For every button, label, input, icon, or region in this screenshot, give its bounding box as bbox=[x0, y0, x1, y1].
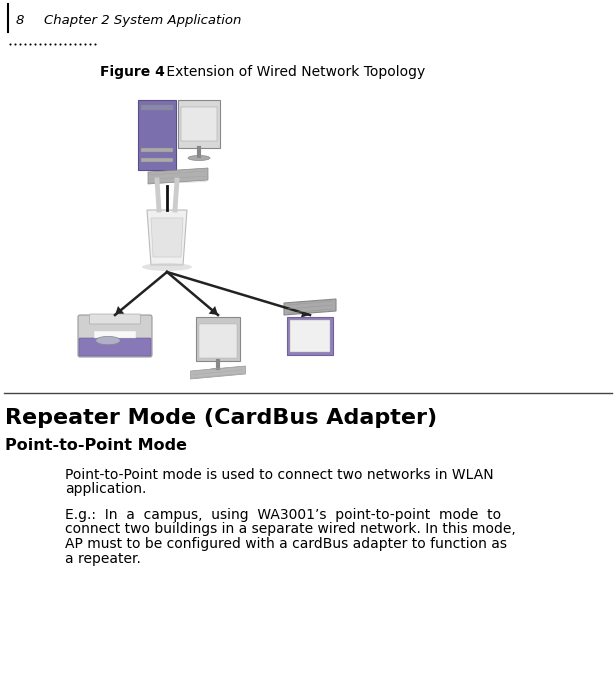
Bar bbox=[141, 105, 173, 110]
Polygon shape bbox=[190, 366, 246, 379]
Text: Extension of Wired Network Topology: Extension of Wired Network Topology bbox=[162, 65, 425, 79]
Polygon shape bbox=[148, 168, 208, 184]
FancyBboxPatch shape bbox=[78, 315, 152, 357]
FancyBboxPatch shape bbox=[138, 100, 176, 170]
Polygon shape bbox=[209, 306, 218, 315]
Polygon shape bbox=[284, 299, 336, 315]
Bar bbox=[199, 324, 237, 358]
Ellipse shape bbox=[188, 156, 210, 161]
Bar bbox=[290, 320, 330, 352]
Text: AP must to be configured with a cardBus adapter to function as: AP must to be configured with a cardBus … bbox=[65, 537, 507, 551]
Polygon shape bbox=[301, 308, 310, 318]
Polygon shape bbox=[287, 317, 333, 355]
Text: Point-to-Point Mode: Point-to-Point Mode bbox=[5, 438, 187, 453]
Text: connect two buildings in a separate wired network. In this mode,: connect two buildings in a separate wire… bbox=[65, 522, 516, 537]
Text: Figure 4: Figure 4 bbox=[100, 65, 165, 79]
Text: 8: 8 bbox=[16, 14, 25, 27]
Text: Point-to-Point mode is used to connect two networks in WLAN: Point-to-Point mode is used to connect t… bbox=[65, 468, 493, 482]
Bar bbox=[94, 331, 136, 338]
Bar bbox=[196, 317, 240, 361]
Polygon shape bbox=[115, 306, 124, 315]
Text: a repeater.: a repeater. bbox=[65, 551, 141, 566]
Text: E.g.:  In  a  campus,  using  WA3001’s  point-to-point  mode  to: E.g.: In a campus, using WA3001’s point-… bbox=[65, 508, 501, 522]
Bar bbox=[181, 107, 217, 141]
Text: Chapter 2 System Application: Chapter 2 System Application bbox=[44, 14, 241, 27]
Bar bbox=[141, 148, 173, 152]
Polygon shape bbox=[151, 218, 183, 257]
Ellipse shape bbox=[95, 336, 120, 344]
Bar bbox=[141, 158, 173, 162]
Text: application.: application. bbox=[65, 482, 147, 497]
Bar bbox=[178, 100, 220, 148]
FancyBboxPatch shape bbox=[79, 338, 151, 356]
Polygon shape bbox=[147, 210, 187, 265]
FancyBboxPatch shape bbox=[89, 314, 140, 324]
Text: Repeater Mode (CardBus Adapter): Repeater Mode (CardBus Adapter) bbox=[5, 408, 437, 428]
Ellipse shape bbox=[142, 263, 192, 271]
Ellipse shape bbox=[207, 369, 229, 373]
